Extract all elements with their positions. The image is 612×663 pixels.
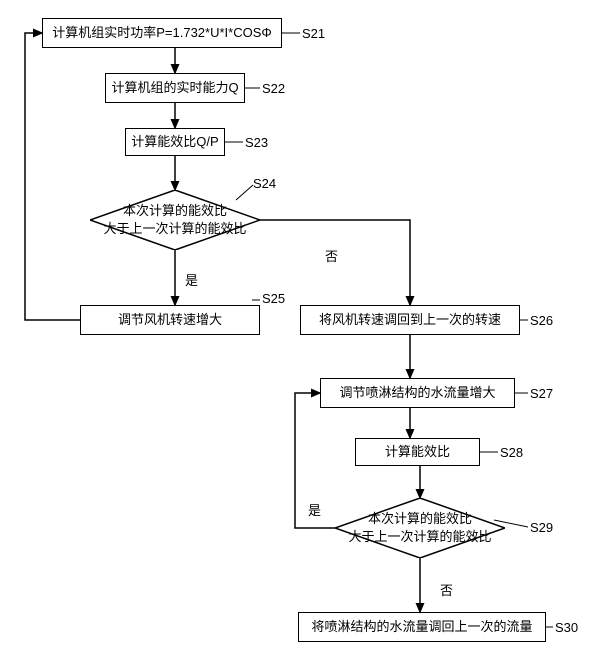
node-s27: 调节喷淋结构的水流量增大 [320,378,515,408]
node-s30-text: 将喷淋结构的水流量调回上一次的流量 [311,618,532,636]
tag-s23: S23 [245,135,268,150]
tag-s25: S25 [262,291,285,306]
tag-s28: S28 [500,445,523,460]
node-s24: 本次计算的能效比大于上一次计算的能效比 [90,190,260,250]
node-s25-text: 调节风机转速增大 [118,311,222,329]
tag-s21: S21 [302,26,325,41]
node-s27-text: 调节喷淋结构的水流量增大 [339,384,495,402]
node-s22-text: 计算机组的实时能力Q [111,79,238,97]
node-s25: 调节风机转速增大 [80,305,260,335]
node-s23-text: 计算能效比Q/P [131,133,218,151]
node-s23: 计算能效比Q/P [125,128,225,156]
branch-s24-no: 否 [325,246,338,265]
tag-s22: S22 [262,81,285,96]
node-s21: 计算机组实时功率P=1.732*U*I*COSΦ [42,18,282,48]
tag-s26: S26 [530,313,553,328]
branch-s29-yes: 是 [308,500,321,519]
node-s26: 将风机转速调回到上一次的转速 [300,305,520,335]
node-s21-text: 计算机组实时功率P=1.732*U*I*COSΦ [52,24,272,42]
node-s29-text: 本次计算的能效比大于上一次计算的能效比 [335,498,505,558]
node-s22: 计算机组的实时能力Q [105,73,245,103]
node-s30: 将喷淋结构的水流量调回上一次的流量 [298,612,546,642]
node-s28: 计算能效比 [355,438,480,466]
tag-s30: S30 [555,620,578,635]
tag-s24: S24 [253,176,276,191]
node-s29: 本次计算的能效比大于上一次计算的能效比 [335,498,505,558]
branch-s29-no: 否 [440,580,453,599]
tag-s29: S29 [530,520,553,535]
node-s24-text: 本次计算的能效比大于上一次计算的能效比 [90,190,260,250]
node-s28-text: 计算能效比 [385,443,450,461]
branch-s24-yes: 是 [185,270,198,289]
tag-s27: S27 [530,386,553,401]
node-s26-text: 将风机转速调回到上一次的转速 [319,311,501,329]
